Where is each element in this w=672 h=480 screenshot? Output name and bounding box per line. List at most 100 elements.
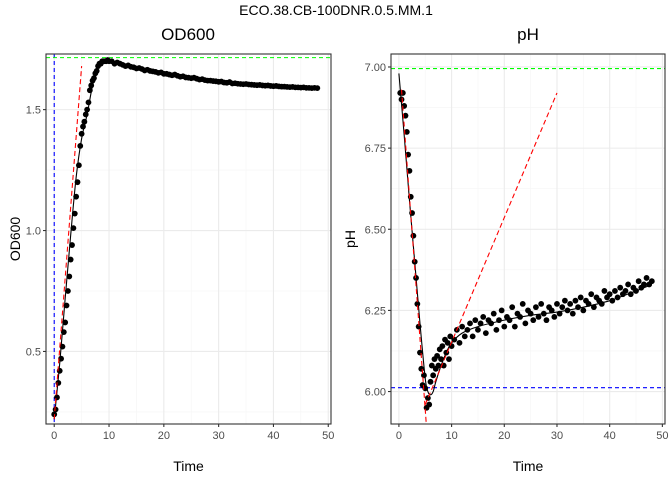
x-tick-label: 50 bbox=[322, 430, 334, 442]
tangent-line bbox=[424, 92, 558, 405]
x-tick-label: 0 bbox=[51, 430, 57, 442]
data-point bbox=[498, 307, 505, 314]
data-point bbox=[447, 333, 454, 340]
data-point bbox=[427, 378, 434, 385]
fit-curve bbox=[398, 73, 653, 396]
x-axis-title: Time bbox=[173, 458, 204, 474]
panel-title: pH bbox=[517, 25, 539, 44]
data-point bbox=[480, 313, 487, 320]
y-tick-label: 6.25 bbox=[365, 305, 386, 317]
data-point bbox=[66, 273, 73, 280]
figure-title: ECO.38.CB-100DNR.0.5.MM.1 bbox=[239, 2, 433, 18]
tangent-line bbox=[53, 66, 83, 420]
x-tick-label: 20 bbox=[498, 430, 510, 442]
x-axis-title: Time bbox=[513, 458, 544, 474]
data-point bbox=[522, 320, 529, 327]
data-point bbox=[410, 232, 417, 239]
data-point bbox=[580, 307, 587, 314]
data-point bbox=[482, 330, 489, 337]
data-point bbox=[569, 310, 576, 317]
data-point bbox=[439, 343, 446, 350]
data-point bbox=[477, 320, 484, 327]
data-point bbox=[428, 362, 435, 369]
data-point bbox=[572, 297, 579, 304]
y-tick-label: 6.75 bbox=[365, 143, 386, 155]
x-tick-label: 30 bbox=[551, 430, 563, 442]
data-point bbox=[475, 326, 481, 333]
panel-title: OD600 bbox=[161, 25, 215, 44]
panel-border bbox=[45, 53, 332, 425]
x-tick-label: 10 bbox=[103, 430, 115, 442]
data-point bbox=[622, 288, 629, 294]
data-point bbox=[543, 317, 550, 324]
y-axis-title: pH bbox=[342, 230, 358, 248]
data-point bbox=[435, 362, 442, 369]
data-point bbox=[617, 284, 624, 291]
y-tick-label: 6.50 bbox=[365, 224, 386, 236]
x-tick-label: 40 bbox=[604, 430, 616, 442]
data-point bbox=[533, 304, 539, 311]
data-point bbox=[469, 333, 476, 340]
panel-od600: 0 10 20 30 40 50 0.5 1.0 1.5 OD600 Time OD600 bbox=[7, 25, 334, 474]
data-point bbox=[403, 128, 410, 135]
data-point bbox=[493, 326, 500, 333]
data-point bbox=[430, 372, 437, 379]
data-point bbox=[559, 304, 566, 311]
x-tick-label: 40 bbox=[267, 430, 279, 442]
data-point bbox=[643, 275, 650, 281]
data-point bbox=[421, 372, 427, 379]
data-point bbox=[551, 313, 558, 320]
y-tick-label: 1.0 bbox=[26, 226, 41, 238]
data-point bbox=[648, 278, 655, 285]
data-point bbox=[530, 317, 537, 324]
y-tick-label: 1.5 bbox=[26, 105, 41, 117]
data-point bbox=[446, 356, 452, 362]
data-point bbox=[548, 307, 555, 314]
data-point bbox=[635, 278, 642, 285]
data-point bbox=[467, 320, 473, 327]
x-tick-label: 50 bbox=[656, 430, 668, 442]
data-point bbox=[625, 281, 632, 288]
data-point bbox=[71, 210, 78, 217]
data-point bbox=[461, 333, 468, 340]
data-point bbox=[641, 281, 647, 288]
y-tick-label: 7.00 bbox=[365, 62, 386, 74]
x-tick-label: 10 bbox=[445, 430, 457, 442]
data-point bbox=[456, 339, 463, 346]
data-point bbox=[519, 301, 526, 307]
data-point bbox=[509, 304, 516, 311]
plot-area bbox=[46, 54, 331, 424]
x-tick-label: 20 bbox=[158, 430, 170, 442]
panel-border bbox=[390, 53, 666, 425]
x-tick-label: 0 bbox=[396, 430, 402, 442]
data-point bbox=[490, 310, 497, 317]
data-point bbox=[590, 304, 597, 311]
data-point bbox=[424, 395, 431, 401]
data-point bbox=[444, 339, 451, 346]
data-point bbox=[472, 317, 479, 324]
data-point bbox=[434, 352, 441, 359]
panel-ph: 0 10 20 30 40 50 6.00 6.25 6.50 6.75 7.00 pH Time pH bbox=[342, 25, 668, 474]
fit-curve bbox=[53, 60, 318, 420]
data-point bbox=[577, 294, 584, 301]
data-point bbox=[588, 291, 595, 298]
data-point bbox=[314, 85, 321, 91]
data-point bbox=[538, 301, 545, 307]
data-point bbox=[567, 301, 574, 307]
panel-background bbox=[391, 54, 665, 424]
data-point bbox=[535, 313, 542, 320]
panel-background bbox=[46, 54, 331, 424]
y-tick-label: 6.00 bbox=[365, 387, 386, 399]
data-point bbox=[501, 323, 508, 330]
data-point bbox=[418, 365, 425, 372]
data-point bbox=[561, 297, 568, 304]
data-point bbox=[601, 288, 608, 294]
y-tick-label: 0.5 bbox=[26, 346, 41, 358]
data-point bbox=[69, 242, 75, 248]
data-point bbox=[612, 288, 618, 294]
x-tick-label: 30 bbox=[213, 430, 225, 442]
data-point bbox=[511, 323, 518, 330]
plot-area bbox=[391, 68, 665, 424]
data-point bbox=[426, 401, 433, 408]
